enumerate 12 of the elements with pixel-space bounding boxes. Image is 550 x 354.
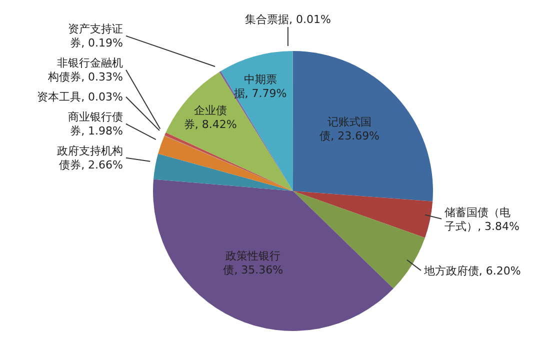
slice-label: 中期票据, 7.79% xyxy=(234,73,287,100)
slice-label: 集合票据, 0.01% xyxy=(244,13,331,26)
slice-label: 资产支持证券, 0.19% xyxy=(68,22,123,50)
slice-label: 储蓄国债（电子式）, 3.84% xyxy=(444,206,520,233)
slice-label: 企业债券, 8.42% xyxy=(184,104,237,132)
slice-label: 政策性银行债, 35.36% xyxy=(223,249,284,276)
slice-label: 地方政府债, 6.20% xyxy=(422,264,521,278)
slice-label: 非银行金融机构债券, 0.33% xyxy=(47,56,123,84)
slice-label: 记账式国债, 23.69% xyxy=(320,116,380,143)
slice-label: 政府支持机构债券, 2.66% xyxy=(57,144,123,172)
slice-label: 资本工具, 0.03% xyxy=(37,90,123,104)
slice-label: 商业银行债券, 1.98% xyxy=(68,110,123,138)
